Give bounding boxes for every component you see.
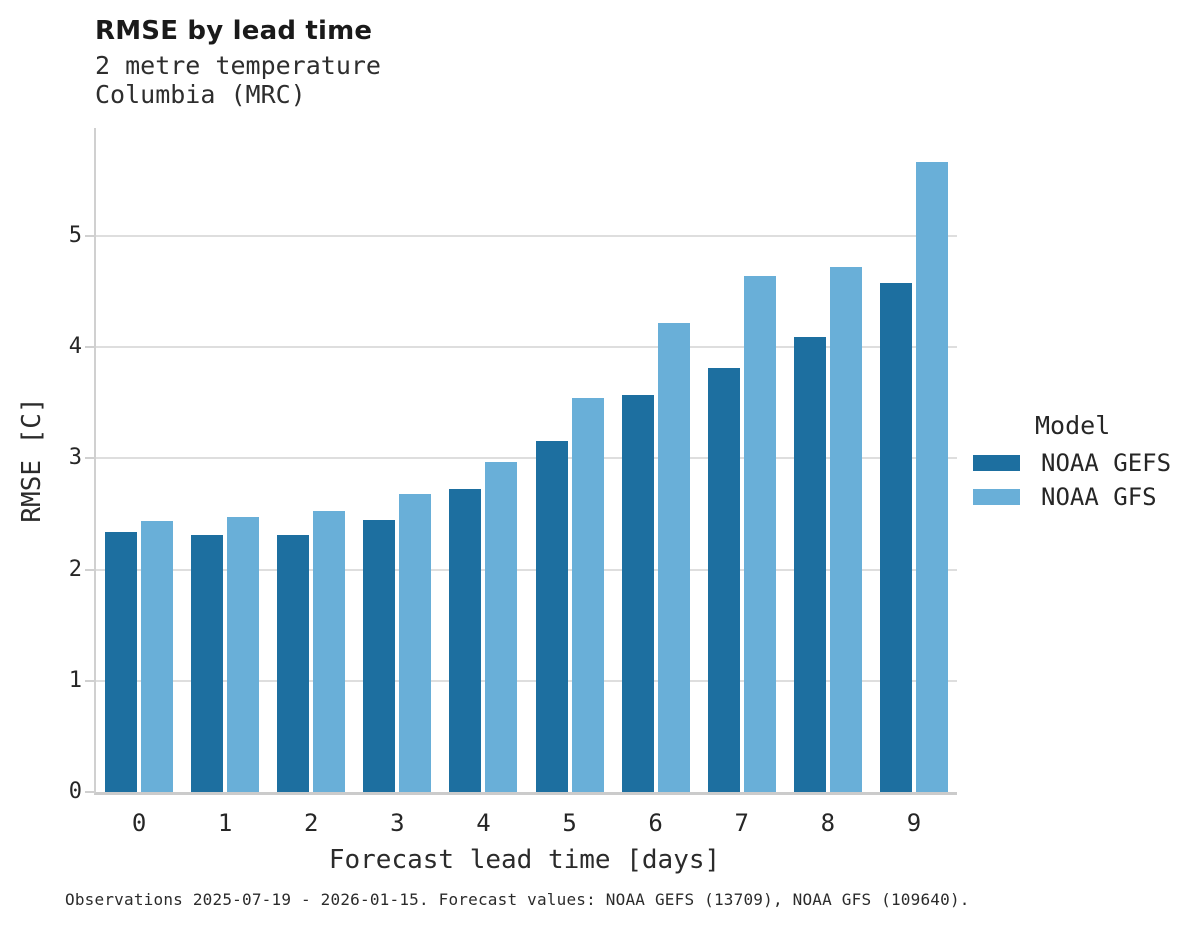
bar-noaa-gefs-3 — [363, 519, 396, 792]
legend: Model NOAA GEFS NOAA GFS — [973, 411, 1171, 519]
y-tick-mark-3 — [85, 457, 94, 460]
x-tick-label-6: 6 — [648, 809, 663, 837]
bar-noaa-gfs-1 — [227, 517, 260, 792]
bar-noaa-gefs-9 — [879, 282, 912, 792]
bar-noaa-gefs-6 — [621, 394, 654, 792]
x-tick-label-2: 2 — [304, 809, 319, 837]
x-axis-label: Forecast lead time [days] — [328, 845, 721, 875]
y-tick-mark-0 — [85, 791, 94, 793]
chart-title: RMSE by lead time — [95, 16, 373, 46]
y-tick-label-3: 3 — [68, 445, 82, 471]
x-tick-label-3: 3 — [390, 809, 405, 837]
bar-noaa-gefs-8 — [793, 337, 826, 792]
legend-swatch-noaa-gefs — [973, 455, 1020, 471]
bar-noaa-gefs-1 — [191, 535, 224, 792]
y-tick-mark-5 — [85, 234, 94, 237]
y-tick-mark-1 — [85, 679, 94, 682]
chart-subtitle: 2 metre temperature Columbia (MRC) — [95, 51, 381, 109]
caption: Observations 2025-07-19 - 2026-01-15. Fo… — [65, 890, 970, 909]
bar-noaa-gefs-0 — [105, 531, 138, 792]
bar-noaa-gefs-4 — [449, 489, 482, 792]
legend-label: NOAA GEFS — [1041, 449, 1172, 477]
x-tick-label-4: 4 — [476, 809, 491, 837]
y-tick-label-1: 1 — [68, 667, 82, 693]
x-tick-label-5: 5 — [562, 809, 577, 837]
y-tick-label-5: 5 — [68, 222, 82, 248]
legend-item-noaa-gefs: NOAA GEFS — [973, 449, 1172, 477]
gridline-y5 — [96, 234, 957, 237]
gridline-y2 — [96, 568, 957, 571]
bar-noaa-gfs-4 — [485, 461, 518, 792]
x-tick-label-9: 9 — [906, 809, 922, 837]
bar-noaa-gefs-2 — [277, 535, 310, 792]
x-tick-label-8: 8 — [820, 809, 836, 837]
gridline-y3 — [96, 457, 957, 460]
bar-noaa-gfs-3 — [399, 493, 432, 792]
legend-swatch-noaa-gfs — [973, 489, 1020, 505]
x-tick-label-1: 1 — [217, 809, 233, 837]
bar-noaa-gfs-9 — [915, 162, 948, 792]
bar-noaa-gefs-7 — [707, 368, 740, 792]
plot-area: 0 1 2 3 4 5 0 1 2 3 4 5 6 7 8 9 — [69, 128, 957, 836]
bar-noaa-gfs-8 — [829, 267, 862, 792]
gridline-y4 — [96, 346, 957, 349]
x-tick-label-0: 0 — [131, 809, 147, 837]
x-tick-label-7: 7 — [734, 809, 749, 837]
y-tick-label-0: 0 — [68, 779, 82, 804]
y-tick-label-2: 2 — [68, 556, 82, 582]
bar-noaa-gfs-5 — [571, 398, 604, 792]
bar-noaa-gfs-0 — [141, 520, 174, 792]
bar-noaa-gefs-5 — [535, 440, 568, 792]
y-tick-mark-2 — [85, 568, 94, 571]
gridline-y1 — [96, 679, 957, 682]
legend-title: Model — [1035, 411, 1111, 440]
y-tick-label-4: 4 — [68, 334, 82, 360]
bar-noaa-gfs-7 — [743, 275, 776, 792]
bar-noaa-gfs-6 — [657, 322, 690, 792]
bar-noaa-gfs-2 — [313, 510, 346, 792]
y-tick-mark-4 — [85, 346, 94, 349]
legend-label: NOAA GFS — [1041, 483, 1157, 511]
legend-item-noaa-gfs: NOAA GFS — [973, 483, 1171, 511]
